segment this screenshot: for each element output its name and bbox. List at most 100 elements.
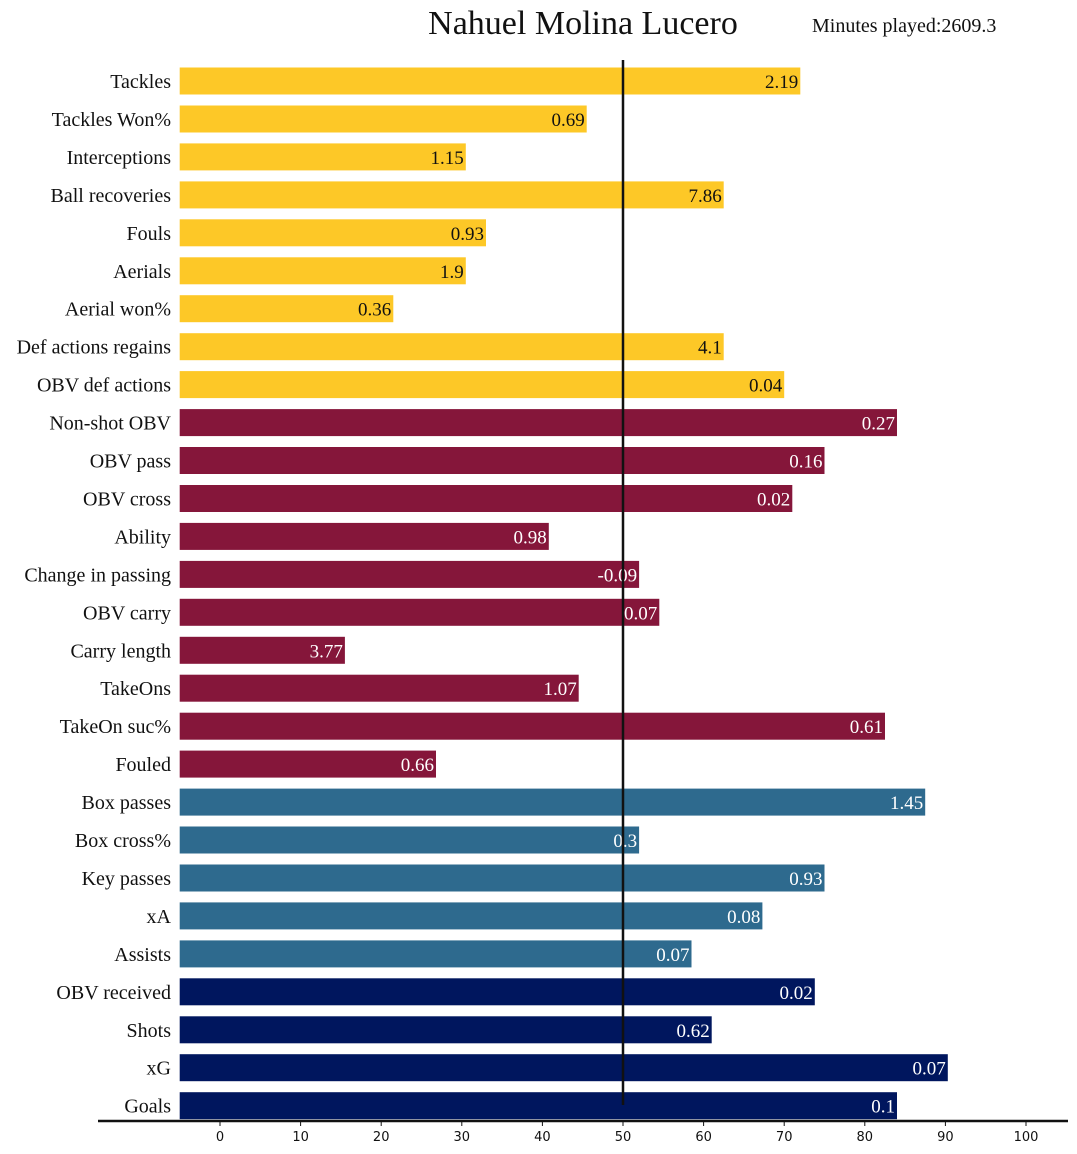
value-label: 0.16 bbox=[789, 452, 822, 473]
value-label: 0.98 bbox=[514, 527, 547, 548]
x-tick-label: 20 bbox=[373, 1130, 390, 1145]
value-label: 0.02 bbox=[757, 490, 790, 511]
category-label: Ability bbox=[114, 526, 171, 548]
category-label: Aerial won% bbox=[65, 299, 171, 321]
value-label: 1.45 bbox=[890, 793, 923, 814]
value-label: 0.36 bbox=[358, 300, 391, 321]
bar-ability bbox=[179, 522, 549, 550]
value-label: 0.3 bbox=[613, 831, 637, 852]
value-label: 0.08 bbox=[727, 907, 760, 928]
value-label: 0.93 bbox=[451, 224, 484, 245]
category-label: Aerials bbox=[113, 261, 171, 283]
chart-title: Nahuel Molina Lucero bbox=[428, 5, 738, 42]
bar-box-passes bbox=[179, 788, 926, 816]
category-label: OBV received bbox=[56, 982, 171, 1004]
category-label: OBV pass bbox=[90, 451, 172, 473]
x-tick-label: 10 bbox=[292, 1130, 309, 1145]
category-label: Ball recoveries bbox=[51, 185, 172, 207]
value-label: 0.66 bbox=[401, 755, 434, 776]
category-label: Shots bbox=[127, 1020, 172, 1042]
x-tick-label: 100 bbox=[1014, 1130, 1039, 1145]
x-tick-label: 30 bbox=[454, 1130, 471, 1145]
bar-change-in-passing bbox=[179, 560, 640, 588]
value-label: 4.1 bbox=[698, 338, 722, 359]
category-label: Carry length bbox=[70, 640, 171, 662]
value-label: 0.02 bbox=[780, 983, 813, 1004]
bar-def-actions-regains bbox=[179, 333, 724, 361]
bar-obv-cross bbox=[179, 485, 793, 512]
category-label: Tackles bbox=[110, 71, 171, 93]
value-label: 0.69 bbox=[551, 110, 584, 131]
value-label: 3.77 bbox=[310, 641, 343, 662]
bar-obv-def-actions bbox=[179, 371, 785, 399]
bar-xg bbox=[179, 1054, 948, 1082]
bar-ball-recoveries bbox=[179, 181, 724, 209]
category-label: OBV cross bbox=[83, 489, 171, 511]
category-label: TakeOns bbox=[100, 678, 171, 700]
bars-group: Tackles 2.19 Tackles Won% 0.69 Interceptions… bbox=[17, 67, 948, 1120]
bar-obv-carry bbox=[179, 598, 660, 626]
bar-carry-length bbox=[179, 636, 345, 664]
value-label: 0.61 bbox=[850, 717, 883, 738]
category-label: Change in passing bbox=[24, 564, 171, 586]
x-tick-label: 50 bbox=[615, 1130, 632, 1145]
value-label: 1.9 bbox=[440, 262, 464, 283]
x-tick-label: 80 bbox=[857, 1130, 874, 1145]
bar-non-shot-obv bbox=[179, 409, 897, 437]
bar-takeon-suc- bbox=[179, 712, 885, 740]
bar-obv-received bbox=[179, 978, 815, 1006]
value-label: 0.07 bbox=[624, 603, 657, 624]
bar-box-cross- bbox=[179, 826, 640, 854]
value-label: 0.07 bbox=[656, 945, 689, 966]
category-label: Non-shot OBV bbox=[49, 413, 171, 435]
value-label: 0.04 bbox=[749, 376, 783, 397]
category-label: Box passes bbox=[82, 792, 172, 814]
value-label: 7.86 bbox=[689, 186, 722, 207]
minutes-played: Minutes played:2609.3 bbox=[812, 15, 996, 37]
bar-tackles bbox=[179, 67, 801, 95]
bar-aerial-won- bbox=[179, 295, 394, 323]
bar-key-passes bbox=[179, 864, 825, 892]
category-label: OBV carry bbox=[83, 602, 171, 624]
x-tick-label: 70 bbox=[776, 1130, 793, 1145]
bar-shots bbox=[179, 1016, 712, 1044]
category-label: TakeOn suc% bbox=[60, 716, 171, 738]
value-label: 0.1 bbox=[871, 1097, 895, 1118]
category-label: Assists bbox=[114, 944, 171, 966]
category-label: Fouled bbox=[115, 754, 171, 776]
bar-goals bbox=[179, 1092, 897, 1120]
category-label: Box cross% bbox=[75, 830, 171, 852]
value-label: -0.09 bbox=[598, 565, 638, 586]
bar-fouled bbox=[179, 750, 436, 778]
value-label: 0.07 bbox=[913, 1059, 946, 1080]
category-label: Interceptions bbox=[67, 147, 172, 169]
value-label: 1.07 bbox=[543, 679, 576, 700]
category-label: Goals bbox=[124, 1096, 171, 1118]
x-tick-label: 0 bbox=[216, 1130, 224, 1145]
category-label: xG bbox=[147, 1058, 171, 1080]
x-tick-label: 60 bbox=[695, 1130, 712, 1145]
category-label: Tackles Won% bbox=[52, 109, 171, 131]
value-label: 2.19 bbox=[765, 72, 798, 93]
value-label: 1.15 bbox=[431, 148, 464, 169]
bar-obv-pass bbox=[179, 447, 825, 474]
category-label: xA bbox=[147, 906, 172, 928]
x-tick-label: 90 bbox=[937, 1130, 954, 1145]
category-label: OBV def actions bbox=[37, 375, 171, 397]
category-label: Fouls bbox=[127, 223, 172, 245]
bar-fouls bbox=[179, 219, 486, 247]
category-label: Key passes bbox=[82, 868, 172, 890]
bar-assists bbox=[179, 940, 692, 968]
value-label: 0.27 bbox=[862, 414, 895, 435]
bar-takeons bbox=[179, 674, 579, 702]
x-axis-ticks: 0 10 20 30 40 50 60 70 80 90 100 bbox=[216, 1121, 1039, 1145]
value-label: 0.62 bbox=[676, 1021, 709, 1042]
x-tick-label: 40 bbox=[534, 1130, 551, 1145]
bar-tackles-won- bbox=[179, 105, 587, 133]
bar-aerials bbox=[179, 257, 466, 285]
value-label: 0.93 bbox=[789, 869, 822, 890]
bar-xa bbox=[179, 902, 763, 930]
category-label: Def actions regains bbox=[17, 337, 172, 359]
bar-interceptions bbox=[179, 143, 466, 171]
